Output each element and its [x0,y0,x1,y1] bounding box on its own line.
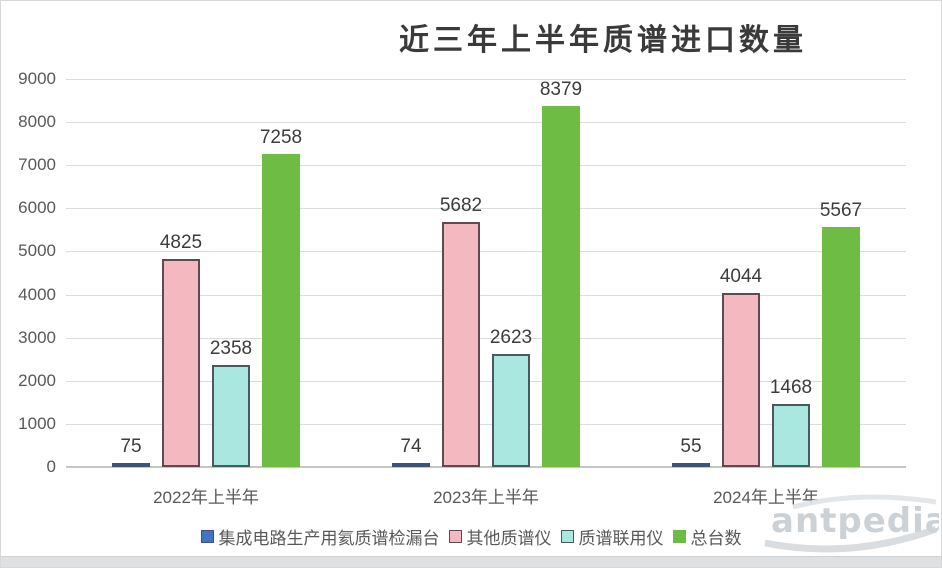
bar-series0-group2 [672,463,710,467]
bar-value-label: 74 [400,436,422,457]
gridline [66,79,906,80]
y-axis-tick-label: 3000 [18,327,56,347]
chart-title: 近三年上半年质谱进口数量 [399,24,807,57]
bar-series2-group2 [772,404,810,467]
legend-swatch-icon [448,530,462,543]
bar-value-label: 7258 [259,127,303,148]
bar-value-label: 55 [680,436,702,457]
bar-series3-group1 [542,106,580,467]
legend-item-2: 质谱联用仪 [560,524,664,549]
bar-value-label: 5682 [439,195,483,216]
bar-value-label: 8379 [539,79,583,100]
bar-value-label: 2358 [209,338,253,359]
gridline [66,122,906,124]
bar-series0-group0 [112,463,150,467]
bar-series1-group0 [162,259,200,467]
bar-value-label: 4825 [159,232,203,253]
legend-label: 质谱联用仪 [578,529,664,548]
legend-item-3: 总台数 [672,524,742,549]
y-axis-tick-label: 0 [46,457,56,476]
bar-series3-group2 [822,227,860,467]
y-axis-tick-label: 7000 [18,155,56,175]
legend: 集成电路生产用氦质谱检漏台 其他质谱仪 质谱联用仪 总台数 [1,524,941,549]
gridline [66,208,906,210]
gridline [66,165,906,167]
legend-swatch-icon [672,530,686,543]
gridline [66,337,906,339]
y-axis-tick-label: 8000 [18,112,56,132]
legend-swatch-icon [560,530,574,543]
y-axis-tick-label: 4000 [18,284,56,304]
y-axis-tick-label: 5000 [18,241,56,261]
legend-item-1: 其他质谱仪 [448,524,552,549]
bar-series2-group0 [212,365,250,467]
gridline [66,423,906,425]
x-axis-category-label: 2024年上半年 [713,488,819,507]
bar-value-label: 2623 [489,327,533,348]
gridline [66,380,906,382]
bar-series3-group0 [262,154,300,467]
y-axis-tick-label: 2000 [18,370,56,390]
x-axis-category-label: 2022年上半年 [153,488,259,507]
bar-series1-group1 [442,222,480,467]
gridline [66,294,906,296]
x-axis-line [66,466,906,468]
page-bottom-bar [1,556,941,567]
gridline [66,251,906,253]
bar-value-label: 75 [120,436,142,457]
bar-value-label: 5567 [819,200,863,221]
bar-value-label: 4044 [719,266,763,287]
bar-series1-group2 [722,293,760,467]
legend-item-0: 集成电路生产用氦质谱检漏台 [200,524,440,549]
legend-swatch-icon [200,530,214,543]
bar-series2-group1 [492,354,530,467]
bar-series0-group1 [392,463,430,467]
legend-label: 总台数 [690,529,742,548]
y-axis-tick-label: 1000 [18,413,56,433]
y-axis-tick-label: 6000 [18,198,56,218]
legend-label: 集成电路生产用氦质谱检漏台 [218,529,440,548]
legend-label: 其他质谱仪 [466,529,552,548]
x-axis-category-label: 2023年上半年 [433,488,539,507]
bar-value-label: 1468 [769,377,813,398]
y-axis-tick-label: 9000 [18,69,56,88]
